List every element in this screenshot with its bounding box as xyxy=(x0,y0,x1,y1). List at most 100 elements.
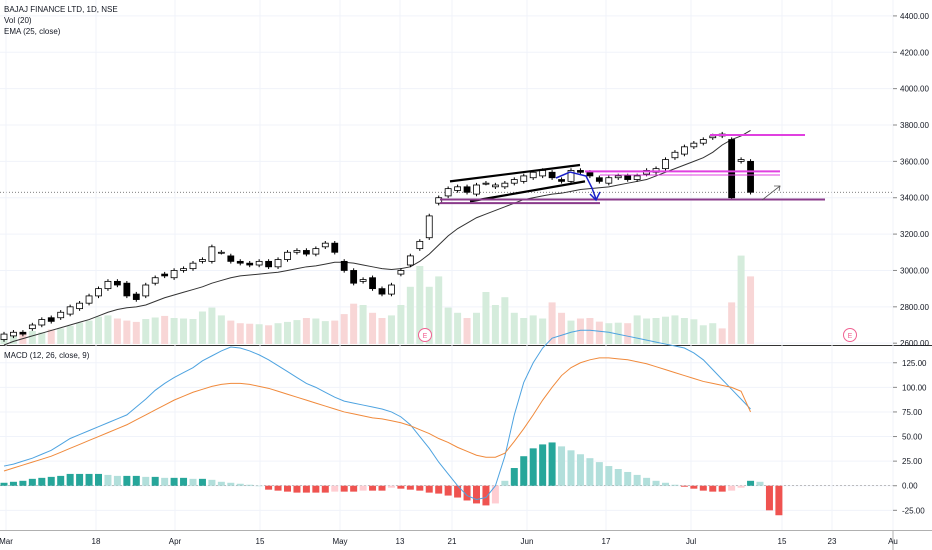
volume-bar xyxy=(416,266,424,344)
candle-body xyxy=(302,250,310,255)
time-tick-label: 23 xyxy=(828,537,837,546)
macd-histogram-bar xyxy=(198,478,206,486)
macd-tick-label: 75.00 xyxy=(902,408,923,417)
volume-bar xyxy=(491,305,499,344)
candle-body xyxy=(104,280,112,290)
volume-bar xyxy=(709,323,717,344)
volume-bars xyxy=(0,255,755,344)
candle-body xyxy=(747,160,754,193)
volume-bar xyxy=(595,321,603,344)
macd-histogram-bar xyxy=(161,477,169,486)
volume-bar xyxy=(38,332,46,344)
candle-body xyxy=(548,171,556,179)
macd-tick-label: 25.00 xyxy=(902,457,923,466)
macd-histogram-bar xyxy=(633,474,641,486)
symbol-title[interactable]: BAJAJ FINANCE LTD, 1D, NSE xyxy=(4,5,118,14)
volume-bar xyxy=(576,318,584,344)
macd-histogram-bar xyxy=(529,448,537,486)
candle-body xyxy=(123,282,131,297)
macd-histogram-bar xyxy=(284,485,291,492)
candle-body xyxy=(520,175,528,182)
macd-legend: MACD (12, 26, close, 9) xyxy=(4,350,89,361)
candlesticks xyxy=(0,131,754,342)
price-tick-label: 4000.00 xyxy=(900,85,929,94)
macd-histogram-bar xyxy=(444,485,452,496)
macd-histogram-bar xyxy=(0,482,8,486)
candle-body xyxy=(501,182,509,188)
macd-label[interactable]: MACD (12, 26, close, 9) xyxy=(4,351,90,360)
volume-bar xyxy=(312,318,320,344)
macd-line xyxy=(3,329,751,501)
projection-arrow xyxy=(761,185,781,201)
macd-histogram-bar xyxy=(718,485,726,492)
macd-histogram-bar xyxy=(690,485,698,489)
macd-histogram-bar xyxy=(274,485,282,491)
volume-bar xyxy=(378,318,386,344)
macd-tick-label: -25.00 xyxy=(902,506,925,515)
volume-bar xyxy=(520,318,528,344)
price-tick-label: 3800.00 xyxy=(900,121,929,130)
volume-bar xyxy=(454,312,462,344)
macd-histogram-bar xyxy=(132,475,140,486)
volume-bar xyxy=(302,318,310,344)
macd-histogram-bar xyxy=(699,485,707,491)
candle-body xyxy=(246,262,254,266)
main-legend: BAJAJ FINANCE LTD, 1D, NSE Vol (20) EMA … xyxy=(4,4,118,37)
volume-bar xyxy=(558,312,566,344)
volume-bar xyxy=(586,318,594,344)
candle-body xyxy=(19,331,27,335)
macd-histogram-bar xyxy=(671,484,679,486)
time-axis[interactable]: Mar 18 Apr 15 May 13 21 Jun 17 Jul 15 23 Au xyxy=(0,537,898,546)
candle-body xyxy=(463,186,471,193)
macd-histogram-bar xyxy=(47,476,55,486)
candle-body xyxy=(265,260,273,268)
macd-tick-label: 125.00 xyxy=(902,359,927,368)
volume-bar xyxy=(265,325,273,344)
macd-histogram-bar xyxy=(302,485,310,493)
volume-bar xyxy=(161,315,169,344)
candle-body xyxy=(227,255,235,262)
macd-histogram-bar xyxy=(217,481,225,486)
time-tick-label: 18 xyxy=(92,537,101,546)
macd-histogram-bar xyxy=(416,485,424,491)
volume-bar xyxy=(142,319,150,344)
volume-legend[interactable]: Vol (20) xyxy=(4,16,32,25)
volume-bar xyxy=(331,320,339,344)
volume-bar xyxy=(718,328,726,344)
macd-histogram-bar xyxy=(765,485,773,511)
macd-histogram-bar xyxy=(369,485,377,491)
macd-histogram-bar xyxy=(425,485,433,493)
time-tick-label: 13 xyxy=(396,537,405,546)
volume-bar xyxy=(85,320,93,344)
candle-body xyxy=(217,251,225,254)
macd-histogram-bar xyxy=(246,484,254,486)
macd-histogram-bar xyxy=(643,477,651,486)
volume-bar xyxy=(189,319,197,344)
candle-body xyxy=(350,270,358,284)
volume-bar xyxy=(9,334,17,344)
volume-bar xyxy=(198,311,206,344)
volume-bar xyxy=(737,255,745,344)
volume-bar xyxy=(633,315,641,344)
macd-histogram-bar xyxy=(227,482,235,486)
time-tick-label: May xyxy=(332,537,347,546)
volume-bar xyxy=(397,305,405,344)
macd-histogram-bar xyxy=(680,485,688,487)
macd-histogram-bar xyxy=(548,442,556,486)
volume-bar xyxy=(435,276,443,344)
earnings-marker xyxy=(418,328,432,342)
candle-body xyxy=(293,250,301,253)
ema-legend[interactable]: EMA (25, close) xyxy=(4,27,61,36)
price-axis[interactable]: 4400.00 4200.00 4000.00 3800.00 3600.00 3400.… xyxy=(893,12,929,515)
volume-bar xyxy=(132,321,140,344)
volume-bar xyxy=(255,324,263,344)
macd-histogram-bar xyxy=(208,479,216,486)
volume-bar xyxy=(539,318,547,344)
signal-line xyxy=(3,357,752,472)
macd-histogram-bar xyxy=(652,480,660,486)
volume-bar xyxy=(662,316,669,344)
candle-body xyxy=(491,184,499,188)
candle-body xyxy=(444,188,452,197)
